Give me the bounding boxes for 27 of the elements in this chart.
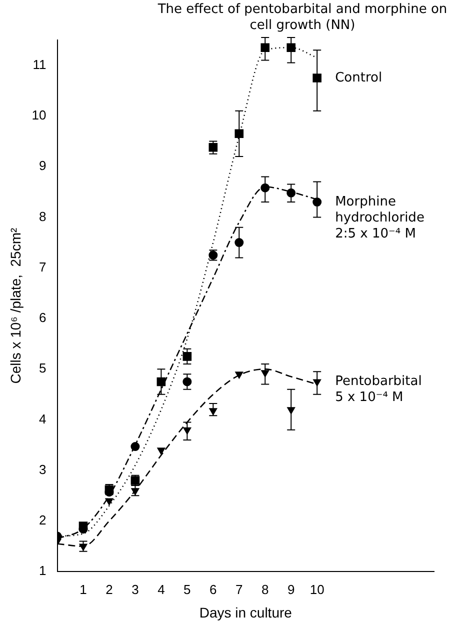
x-tick-label: 4 bbox=[158, 582, 165, 597]
chart-title: The effect of pentobarbital and morphine on cell growth (NN) bbox=[156, 2, 448, 34]
x-axis-title: Days in culture bbox=[199, 604, 292, 620]
x-tick-label: 10 bbox=[310, 582, 324, 597]
y-tick-label: 7 bbox=[39, 259, 46, 274]
series-label: Pentobarbital 5 x 10⁻⁴ M bbox=[335, 374, 422, 406]
x-tick-label: 3 bbox=[132, 582, 139, 597]
y-tick-label: 3 bbox=[39, 462, 46, 477]
y-tick-label: 10 bbox=[32, 108, 46, 123]
y-tick-label: 8 bbox=[39, 208, 46, 224]
y-tick-label: 4 bbox=[39, 411, 46, 426]
y-tick-label: 5 bbox=[39, 360, 46, 376]
y-tick-label: 9 bbox=[39, 158, 46, 174]
x-tick-label: 8 bbox=[262, 582, 269, 597]
y-tick-label: 11 bbox=[32, 56, 46, 72]
series-label: Morphine hydrochloride 2:5 x 10⁻⁴ M bbox=[335, 194, 424, 242]
x-tick-label: 9 bbox=[287, 582, 295, 597]
x-tick-label: 5 bbox=[184, 582, 191, 597]
series-label: Control bbox=[335, 70, 382, 86]
y-tick-label: 2 bbox=[39, 512, 46, 528]
x-tick-label: 1 bbox=[80, 582, 87, 597]
y-axis-title: Cells x 10⁶ /plate, 25cm² bbox=[7, 227, 24, 384]
x-tick-label: 6 bbox=[210, 582, 217, 597]
x-tick-label: 2 bbox=[106, 582, 113, 597]
y-tick-label: 1 bbox=[39, 563, 46, 578]
x-tick-label: 7 bbox=[236, 582, 243, 597]
y-tick-label: 6 bbox=[39, 310, 46, 326]
